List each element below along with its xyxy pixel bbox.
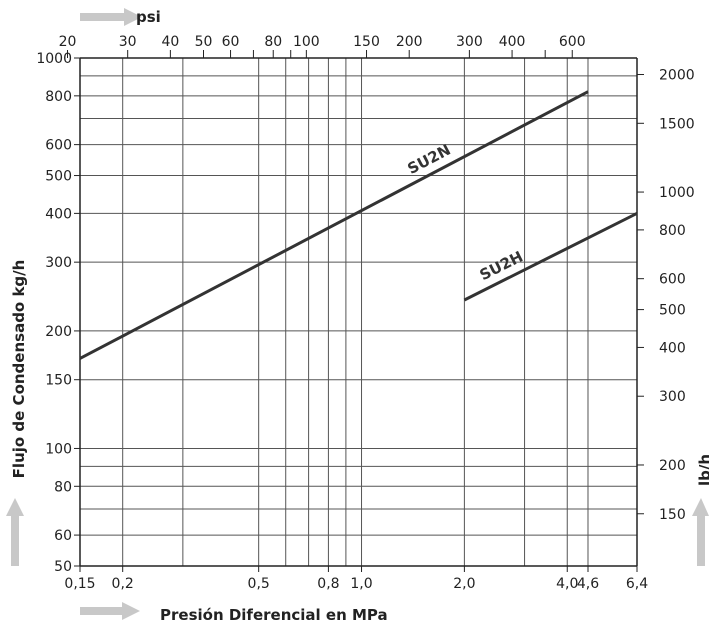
y-tick-label: 150 [45,373,72,389]
y-tick-label: 80 [54,479,72,495]
top-tick-label: 600 [559,34,586,50]
y-tick-label: 800 [45,89,72,105]
series-line-su2h [463,212,638,302]
top-tick-label: 200 [396,34,423,50]
y-axis-title: Flujo de Condensado kg/h [10,260,28,479]
right-arrow-icon [692,498,709,566]
x-tick-label: 1,0 [350,576,372,592]
left-arrow-icon [6,498,24,566]
x-tick-label: 0,5 [248,576,270,592]
top-tick-label: 300 [456,34,483,50]
bottom-arrow-icon [80,602,140,620]
axes-layer [6,8,709,620]
top-arrow-icon [80,8,142,26]
right-tick-label: 800 [659,223,686,239]
label-layer: 0,15 0,2 0,5 0,8 1,0 2,0 4,04,6 6,4 50 60 80 100 150… [10,8,709,624]
right-tick-label: 200 [659,458,686,474]
y-tick-label: 1000 [36,51,72,67]
y-tick-label: 50 [54,559,72,575]
x-tick-label: 0,8 [317,576,339,592]
top-tick-label: 40 [161,34,179,50]
x-tick-label: 2,0 [453,576,475,592]
right-tick-label: 300 [659,389,686,405]
y-tick-label: 60 [54,528,72,544]
top-tick-label: 400 [499,34,526,50]
y-tick-label: 400 [45,206,72,222]
top-tick-label: 20 [59,34,77,50]
x-tick-label: 4,6 [577,576,599,592]
grid-layer [80,58,637,566]
y-tick-label: 100 [45,441,72,457]
y-tick-label: 500 [45,169,72,185]
right-tick-label: 1000 [659,185,695,201]
series-line-su2n [79,90,589,360]
top-tick-label: 30 [119,34,137,50]
series-layer [79,90,638,360]
right-tick-label: 600 [659,272,686,288]
top-tick-label: 100 [293,34,320,50]
y-tick-label: 600 [45,138,72,154]
right-tick-label: 1500 [659,116,695,132]
right-tick-label: 2000 [659,68,695,84]
top-axis-title: psi [136,8,161,26]
x-tick-label: 6,4 [626,576,648,592]
x-tick-label: 0,15 [64,576,95,592]
right-tick-label: 150 [659,507,686,523]
top-tick-label: 80 [264,34,282,50]
y-tick-label: 200 [45,324,72,340]
y-tick-label: 300 [45,255,72,271]
top-tick-label: 150 [353,34,380,50]
x-axis-title: Presión Diferencial en MPa [160,606,388,624]
top-tick-label: 50 [195,34,213,50]
x-tick-label: 0,2 [112,576,134,592]
x-tick-label: 4,0 [556,576,578,592]
right-axis-title: lb/h [696,454,709,486]
top-tick-label: 60 [222,34,240,50]
right-tick-label: 500 [659,303,686,319]
series-label-su2h: SU2H [477,247,526,284]
series-label-su2n: SU2N [405,141,454,178]
right-tick-label: 400 [659,340,686,356]
